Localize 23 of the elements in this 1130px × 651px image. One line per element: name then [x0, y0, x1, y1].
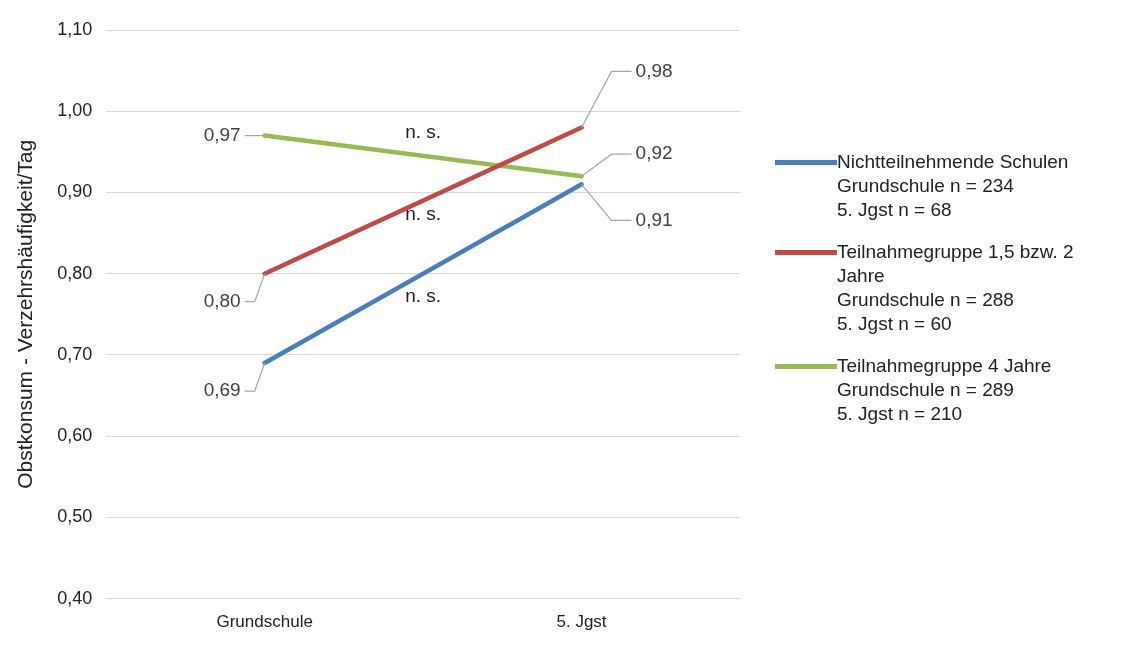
y-tick-label: 0,60 — [57, 425, 93, 446]
data-label: 0,97 — [203, 123, 241, 145]
x-tick-label: Grundschule — [216, 612, 313, 632]
y-tick-label: 1,00 — [57, 100, 93, 121]
y-tick-label: 0,50 — [57, 506, 93, 527]
data-label: 0,98 — [635, 59, 673, 81]
y-tick-label: 0,70 — [57, 343, 93, 364]
y-tick-label: 0,80 — [57, 262, 93, 283]
data-label: 0,69 — [203, 379, 241, 401]
annotation: n. s. — [405, 285, 442, 307]
legend-label: Teilnahmegruppe 1,5 bzw. 2 Jahre Grundschule n = 288 5. Jgst n = 60 — [837, 240, 1075, 336]
data-label: 0,91 — [635, 208, 673, 230]
annotation: n. s. — [405, 203, 442, 225]
data-label: 0,92 — [635, 142, 673, 164]
y-tick-label: 0,90 — [57, 181, 93, 202]
legend-label: Nichtteilnehmende Schulen Grundschule n = 234 5. Jgst n = 68 — [837, 150, 1069, 222]
y-tick-label: 1,10 — [57, 18, 93, 39]
x-tick-label: 5. Jgst — [556, 612, 607, 632]
y-tick-label: 0,40 — [57, 587, 93, 608]
y-axis-title: Obstkonsum - Verzehrshäufigkeit/Tag — [13, 139, 37, 489]
legend-label: Teilnahmegruppe 4 Jahre Grundschule n = 289 5. Jgst n = 210 — [837, 354, 1052, 426]
annotation: n. s. — [405, 120, 442, 142]
data-label: 0,80 — [203, 289, 241, 311]
